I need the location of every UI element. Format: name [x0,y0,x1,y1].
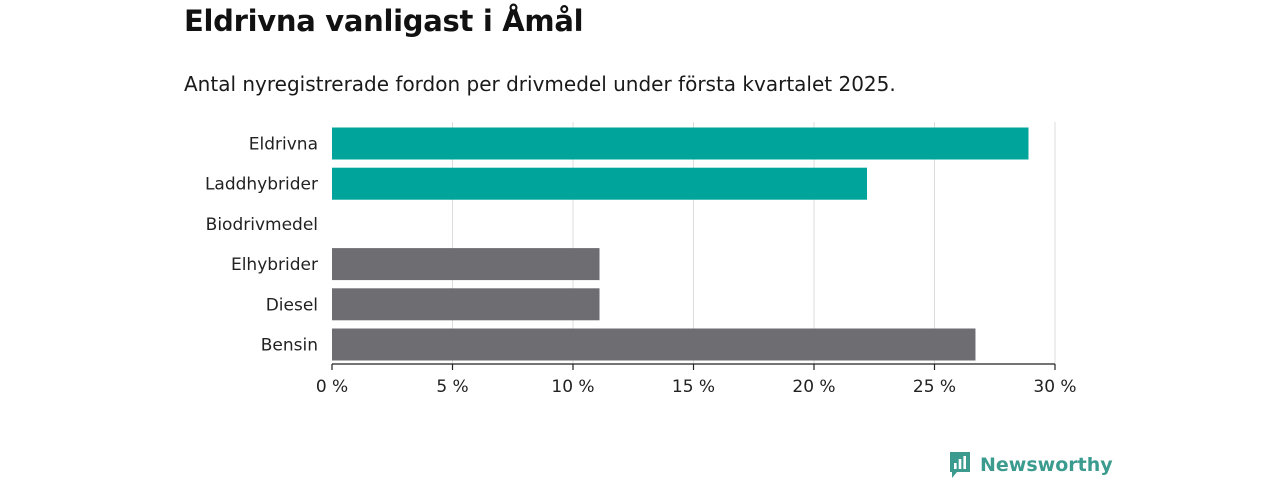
category-label: Diesel [266,295,318,315]
bar-chart: Eldrivna Laddhybrider Biodrivmedel Elhybrid… [205,122,1077,397]
chart-subtitle: Antal nyregistrerade fordon per drivmede… [184,72,896,96]
x-tick-label: 15 % [672,377,715,397]
bar [332,127,1029,160]
category-label: Biodrivmedel [206,215,318,235]
category-label: Eldrivna [249,135,318,155]
x-tick-label: 0 % [316,377,348,397]
x-tick-label: 20 % [792,377,835,397]
bar [332,288,600,321]
category-label: Elhybrider [231,255,318,275]
brand-name: Newsworthy [980,454,1113,476]
x-tick-label: 25 % [913,377,956,397]
brand-logo: Newsworthy [948,450,1113,480]
newsworthy-logo-icon [950,452,970,478]
category-label: Laddhybrider [205,175,318,195]
x-tick-label: 5 % [436,377,468,397]
bar [332,328,976,361]
category-label: Bensin [261,336,318,356]
chart-title: Eldrivna vanligast i Åmål [184,4,584,38]
x-tick-label: 10 % [551,377,594,397]
x-tick-label: 30 % [1033,377,1076,397]
bar [332,248,600,281]
bar [332,167,868,200]
